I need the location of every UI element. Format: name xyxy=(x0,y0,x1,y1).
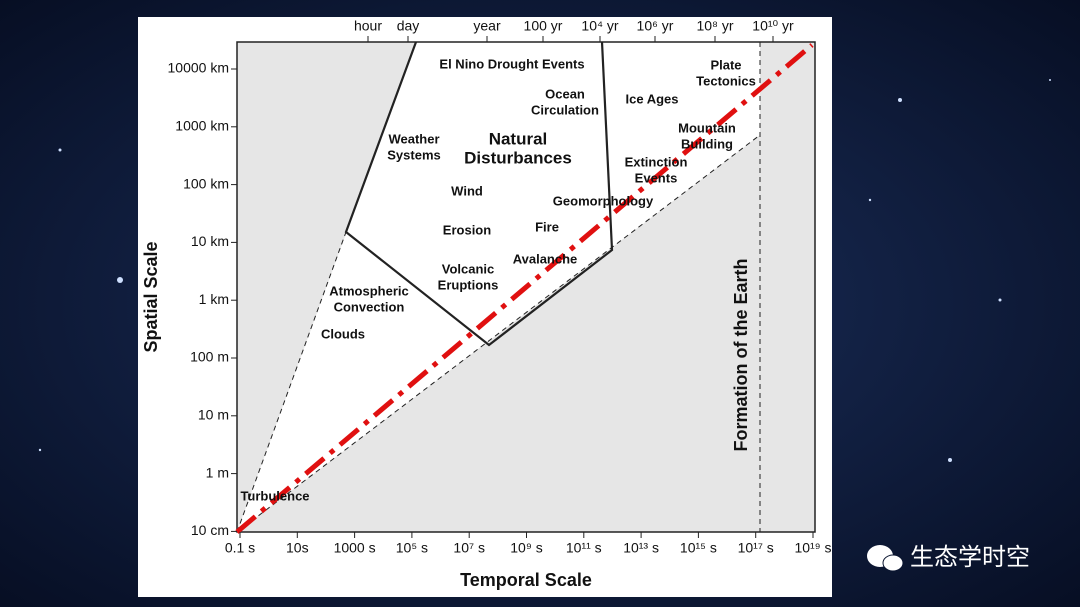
watermark: 生态学时空 xyxy=(867,543,1030,572)
region-lines xyxy=(236,41,761,533)
x-tick-label: 10¹⁷ s xyxy=(738,540,774,556)
y-tick-label: 10000 km xyxy=(168,60,229,76)
x-title: Temporal Scale xyxy=(460,570,592,590)
wechat-icon xyxy=(882,554,904,572)
region-label: Ice Ages xyxy=(626,91,679,106)
vertical-label: Formation of the Earth xyxy=(731,259,751,452)
region-label: Circulation xyxy=(531,102,599,117)
region-label: Erosion xyxy=(443,222,491,237)
region-label: Disturbances xyxy=(464,148,572,167)
top-tick-label: hour xyxy=(354,18,382,34)
region-label: Geomorphology xyxy=(553,193,654,208)
y-tick-label: 10 km xyxy=(191,233,229,249)
region-label: Natural xyxy=(489,129,548,148)
top-tick-label: 10¹⁰ yr xyxy=(752,18,794,34)
y-tick-label: 1 km xyxy=(199,291,229,307)
region-label: Events xyxy=(635,170,678,185)
stars xyxy=(38,79,1051,462)
y-tick-label: 100 km xyxy=(183,175,229,191)
region-label: Ocean xyxy=(545,86,585,101)
watermark-text: 生态学时空 xyxy=(910,543,1030,571)
x-tick-label: 10¹⁵ s xyxy=(680,540,717,556)
red-diagonal xyxy=(235,43,814,534)
x-tick-label: 10⁵ s xyxy=(396,540,428,556)
y-title: Spatial Scale xyxy=(141,241,161,352)
region-label: Convection xyxy=(334,299,405,314)
x-tick-label: 10¹¹ s xyxy=(566,540,602,556)
region-label: Fire xyxy=(535,219,559,234)
top-tick-label: day xyxy=(397,18,420,34)
region-label: Atmospheric xyxy=(329,283,408,298)
region-label: Volcanic xyxy=(442,261,495,276)
top-tick-label: 100 yr xyxy=(524,18,563,34)
y-tick-label: 1000 km xyxy=(175,118,229,134)
region-label: Avalanche xyxy=(513,251,578,266)
x-tick-label: 10¹³ s xyxy=(623,540,659,556)
x-tick-label: 10¹⁹ s xyxy=(794,540,831,556)
region-label: Weather xyxy=(388,131,439,146)
y-tick-label: 100 m xyxy=(190,349,229,365)
region-label: El Nino Drought Events xyxy=(439,56,584,71)
x-tick-label: 1000 s xyxy=(334,540,376,556)
region-label: Extinction xyxy=(625,154,688,169)
region-label: Systems xyxy=(387,147,440,162)
x-tick-label: 10⁷ s xyxy=(453,540,485,556)
region-label: Eruptions xyxy=(438,277,499,292)
region-label: Wind xyxy=(451,183,483,198)
region-label: Tectonics xyxy=(696,73,756,88)
region-label: Plate xyxy=(710,57,741,72)
region-label: Clouds xyxy=(321,326,365,341)
x-tick-label: 0.1 s xyxy=(225,540,255,556)
x-tick-label: 10⁹ s xyxy=(510,540,542,556)
top-tick-label: year xyxy=(473,18,501,34)
y-tick-label: 10 cm xyxy=(191,522,229,538)
top-tick-label: 10⁴ yr xyxy=(581,18,618,34)
region-label: Turbulence xyxy=(240,488,309,503)
y-tick-label: 10 m xyxy=(198,407,229,423)
white-region xyxy=(237,42,760,532)
x-tick-label: 10s xyxy=(286,540,309,556)
top-tick-label: 10⁶ yr xyxy=(637,18,674,34)
region-label: Building xyxy=(681,136,733,151)
region-label: Mountain xyxy=(678,120,736,135)
y-tick-label: 1 m xyxy=(206,464,229,480)
top-tick-label: 10⁸ yr xyxy=(696,18,733,34)
